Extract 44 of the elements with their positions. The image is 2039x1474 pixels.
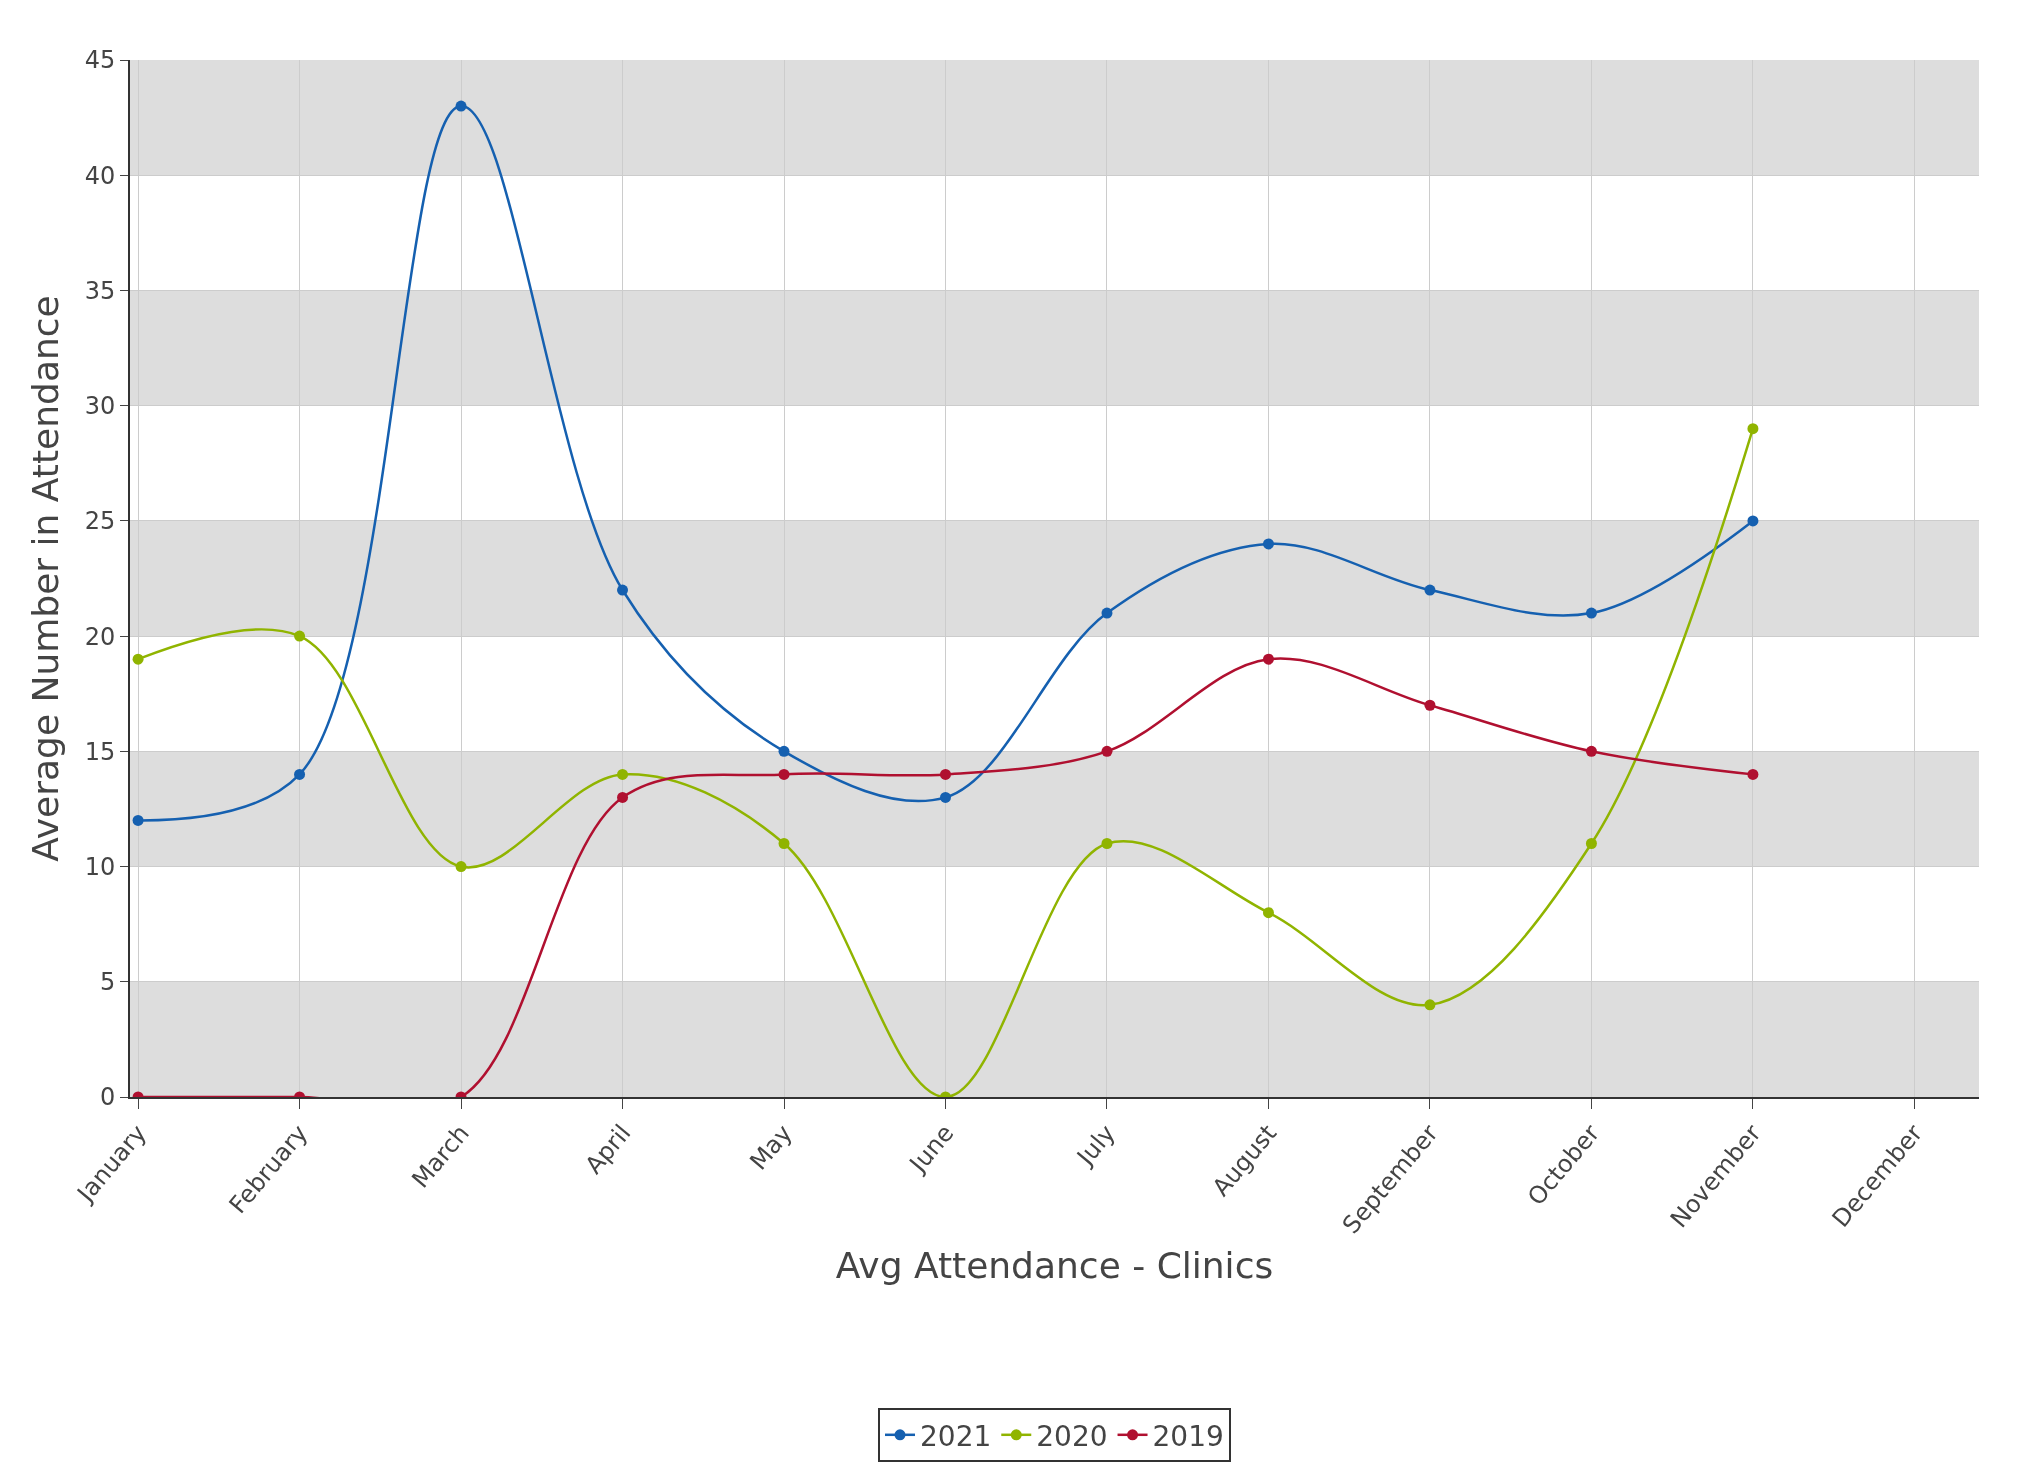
point: [1585, 745, 1597, 757]
point: [455, 861, 467, 873]
y-tick-label: 40: [84, 161, 116, 190]
point: [294, 768, 306, 780]
point: [1101, 607, 1113, 619]
point: [294, 630, 306, 642]
point: [617, 791, 629, 803]
point: [1585, 607, 1597, 619]
y-tick-label: 20: [84, 622, 116, 651]
point: [1585, 838, 1597, 850]
point: [1101, 838, 1113, 850]
point: [132, 653, 144, 665]
legend-label: 2020: [1036, 1419, 1108, 1453]
point: [617, 584, 629, 596]
y-tick-label: 30: [84, 392, 116, 421]
x-axis-title: Avg Attendance - Clinics: [835, 1245, 1274, 1287]
point: [1262, 538, 1274, 550]
point: [132, 814, 144, 826]
point: [1424, 999, 1436, 1011]
y-tick-label: 10: [84, 852, 116, 881]
y-tick-label: 45: [84, 46, 116, 75]
point: [1747, 423, 1759, 435]
point: [940, 768, 951, 780]
legend-label: 2021: [920, 1419, 992, 1453]
y-tick-label: 5: [99, 968, 116, 997]
point: [617, 768, 629, 780]
point: [940, 791, 951, 803]
point: [778, 768, 790, 780]
point: [1424, 584, 1436, 596]
y-tick-label: 15: [84, 737, 116, 766]
point: [1747, 768, 1759, 780]
y-axis-title: Average Number in Attendance: [25, 295, 67, 862]
point: [778, 838, 790, 850]
y-tick-label: 25: [84, 507, 116, 536]
point: [1262, 653, 1274, 665]
point: [1101, 745, 1113, 757]
y-tick-label: 0: [99, 1083, 116, 1112]
point: [1747, 515, 1759, 527]
point: [1262, 907, 1274, 919]
point: [778, 745, 790, 757]
point: [455, 100, 467, 112]
y-tick-label: 35: [84, 276, 116, 305]
legend-label: 2019: [1152, 1419, 1224, 1453]
point: [1424, 699, 1436, 711]
